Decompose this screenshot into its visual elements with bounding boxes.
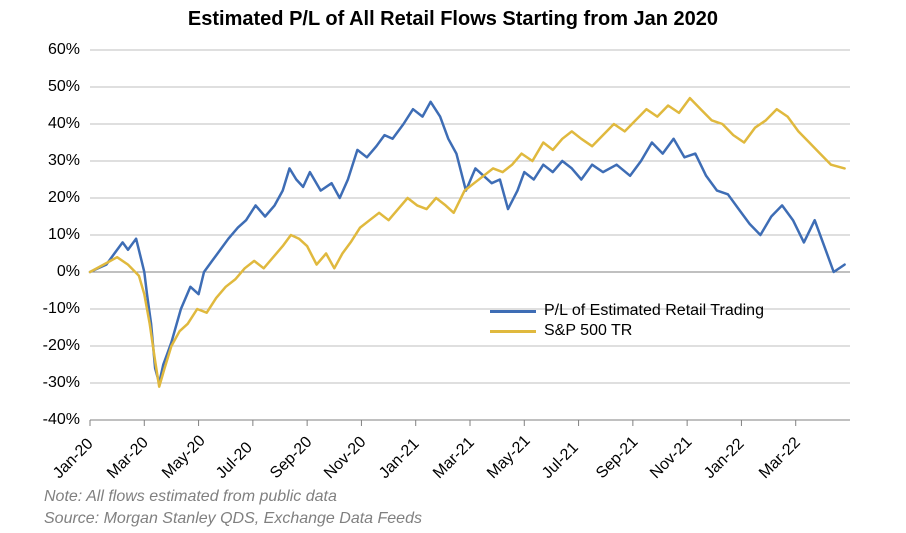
y-axis-tick-label: 30% bbox=[0, 152, 80, 170]
y-axis-tick-label: -20% bbox=[0, 337, 80, 355]
y-axis-tick-label: 10% bbox=[0, 226, 80, 244]
x-axis-tick-label: Jul-20 bbox=[213, 439, 257, 483]
x-axis-tick-label: Mar-22 bbox=[756, 434, 805, 483]
footer-source: Source: Morgan Stanley QDS, Exchange Dat… bbox=[44, 510, 422, 528]
x-axis-tick-label: May-20 bbox=[159, 432, 209, 482]
y-axis-tick-label: 20% bbox=[0, 189, 80, 207]
y-axis-tick-label: 40% bbox=[0, 115, 80, 133]
chart-title: Estimated P/L of All Retail Flows Starti… bbox=[0, 8, 906, 31]
x-axis-tick-label: Mar-20 bbox=[104, 434, 153, 483]
x-axis-tick-label: Jan-20 bbox=[50, 435, 97, 482]
y-axis-tick-label: -10% bbox=[0, 300, 80, 318]
y-axis-tick-label: -30% bbox=[0, 374, 80, 392]
x-axis-tick-label: Nov-21 bbox=[647, 434, 696, 483]
legend-swatch bbox=[490, 330, 536, 333]
legend-item: S&P 500 TR bbox=[490, 322, 764, 340]
chart-legend: P/L of Estimated Retail Trading S&P 500 T… bbox=[490, 302, 764, 342]
x-axis-tick-label: Jan-21 bbox=[376, 435, 423, 482]
legend-label: S&P 500 TR bbox=[544, 322, 632, 340]
y-axis-tick-label: 0% bbox=[0, 263, 80, 281]
legend-swatch bbox=[490, 310, 536, 313]
x-axis-tick-label: Nov-20 bbox=[321, 434, 370, 483]
footer-note: Note: All flows estimated from public da… bbox=[44, 488, 337, 506]
x-axis-tick-label: Jan-22 bbox=[701, 435, 748, 482]
x-axis-tick-label: Jul-21 bbox=[539, 439, 583, 483]
x-axis-tick-label: Sep-20 bbox=[267, 434, 316, 483]
y-axis-tick-label: -40% bbox=[0, 411, 80, 429]
legend-item: P/L of Estimated Retail Trading bbox=[490, 302, 764, 320]
x-axis-tick-label: Mar-21 bbox=[430, 434, 479, 483]
y-axis-tick-label: 60% bbox=[0, 41, 80, 59]
chart-plot-area bbox=[90, 50, 850, 420]
legend-label: P/L of Estimated Retail Trading bbox=[544, 302, 764, 320]
y-axis-tick-label: 50% bbox=[0, 78, 80, 96]
x-axis-tick-label: Sep-21 bbox=[593, 434, 642, 483]
x-axis-tick-label: May-21 bbox=[484, 432, 534, 482]
